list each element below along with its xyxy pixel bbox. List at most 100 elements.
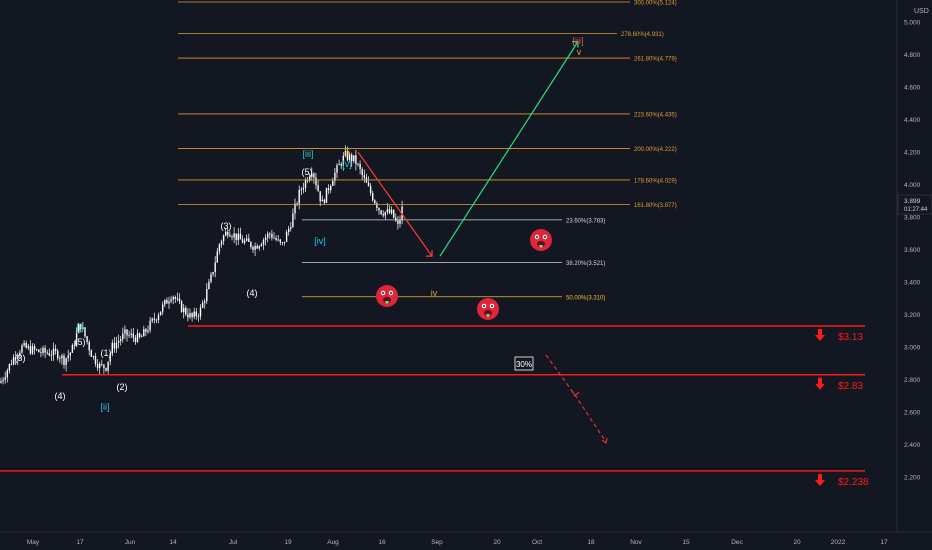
price-tick-label: 4.800 (904, 52, 921, 59)
candle-body (36, 349, 38, 351)
candle-body (239, 233, 242, 240)
wave-iv-arrow (357, 151, 433, 257)
price-tick-label: 2.600 (904, 410, 921, 417)
candle-body (273, 237, 275, 239)
candle-body (31, 346, 34, 354)
candle-body (241, 239, 244, 243)
candle-body (82, 327, 84, 329)
candle-body (197, 315, 200, 317)
time-tick-label: 19 (284, 539, 292, 546)
candle-body (141, 336, 143, 338)
candle-body (225, 231, 227, 236)
candle-body (346, 151, 349, 160)
candle-body (38, 349, 40, 353)
candle-body (122, 333, 124, 340)
wave-label: [iii] (303, 149, 314, 159)
candle-body (390, 209, 393, 214)
candle-body (243, 240, 246, 243)
wave-label: (5) (75, 337, 86, 347)
candle-body (340, 164, 342, 166)
candle-body (149, 320, 151, 331)
wave-labels-layer: (3)(4)[i](5)(1)(2)[ii](3)(4)[iii](5)iii[… (15, 36, 584, 412)
emoji-markers-layer (376, 229, 552, 320)
price-tick-label: 3.200 (904, 312, 921, 319)
candle-body (164, 299, 166, 305)
candle-body (357, 163, 359, 165)
candle-body (19, 352, 21, 356)
price-tick-label: 3.800 (904, 215, 921, 222)
price-tick-label: 3.600 (904, 247, 921, 254)
candle-body (338, 164, 340, 166)
candle-body (143, 329, 145, 337)
face-pupil (382, 292, 384, 294)
candle-body (48, 353, 50, 356)
candle-body (281, 242, 284, 244)
wave-label: [iv] (314, 236, 326, 246)
support-levels-layer: $3.13 $2.83 $2.238 (0, 325, 869, 488)
candle-body (201, 302, 204, 308)
candle-body (124, 329, 126, 334)
candle-body (109, 353, 111, 362)
face-tongue (539, 245, 543, 248)
candle-body (258, 246, 260, 249)
time-tick-label: Sep (431, 539, 443, 546)
time-tick-label: 20 (793, 539, 801, 546)
candle-body (23, 342, 25, 346)
candle-body (40, 352, 42, 353)
fib-label: 278.60%(4.931) (621, 32, 664, 38)
candle-body (2, 379, 4, 382)
candle-body (61, 355, 63, 359)
candle-body (117, 340, 120, 343)
face-circle (530, 229, 552, 251)
candle-body (42, 347, 44, 353)
candle-body (395, 217, 397, 221)
candle-body (111, 342, 113, 354)
fib-label: 200.00%(4.222) (634, 147, 677, 153)
candle-body (75, 332, 78, 346)
wave-v-arrow (439, 41, 579, 257)
candle-body (330, 185, 332, 191)
candle-body (206, 289, 208, 302)
support-arrow-icon (815, 377, 825, 390)
candle-body (336, 165, 338, 173)
fib-label: 23.60%(3.783) (566, 218, 605, 224)
candle-body (187, 314, 189, 318)
candle-body (252, 247, 254, 250)
candle-body (193, 311, 195, 317)
candle-body (348, 154, 351, 160)
candle-body (235, 233, 237, 241)
candle-body (220, 241, 223, 245)
candle-body (178, 298, 181, 302)
face-pupil (544, 236, 546, 238)
face-mouth (383, 297, 391, 303)
candle-body (325, 187, 328, 203)
candle-body (376, 203, 378, 208)
support-label: $2.238 (838, 477, 869, 488)
candle-body (382, 214, 384, 216)
candle-body (170, 299, 172, 302)
face-pupil (390, 292, 392, 294)
probability-label: 30% (516, 360, 532, 369)
time-tick-label: Oct (532, 539, 542, 546)
time-tick-label: 17 (880, 539, 888, 546)
price-tick-label: 4.200 (904, 150, 921, 157)
candle-body (185, 307, 187, 315)
time-tick-label: Nov (630, 539, 642, 546)
currency-label: USD (914, 8, 929, 15)
candle-body (172, 296, 174, 300)
time-tick-label: 14 (169, 539, 177, 546)
candle-body (78, 324, 80, 333)
candle-body (115, 342, 118, 349)
candle-body (311, 173, 313, 177)
candle-body (84, 327, 86, 337)
candle-body (136, 333, 139, 342)
face-pupil (491, 305, 493, 307)
candle-body (113, 342, 116, 349)
time-tick-label: Jul (229, 539, 238, 546)
wave-label: (2) (117, 382, 128, 392)
candle-body (63, 355, 65, 365)
candle-body (10, 364, 13, 365)
candle-body (254, 245, 256, 250)
candle-body (279, 239, 281, 243)
